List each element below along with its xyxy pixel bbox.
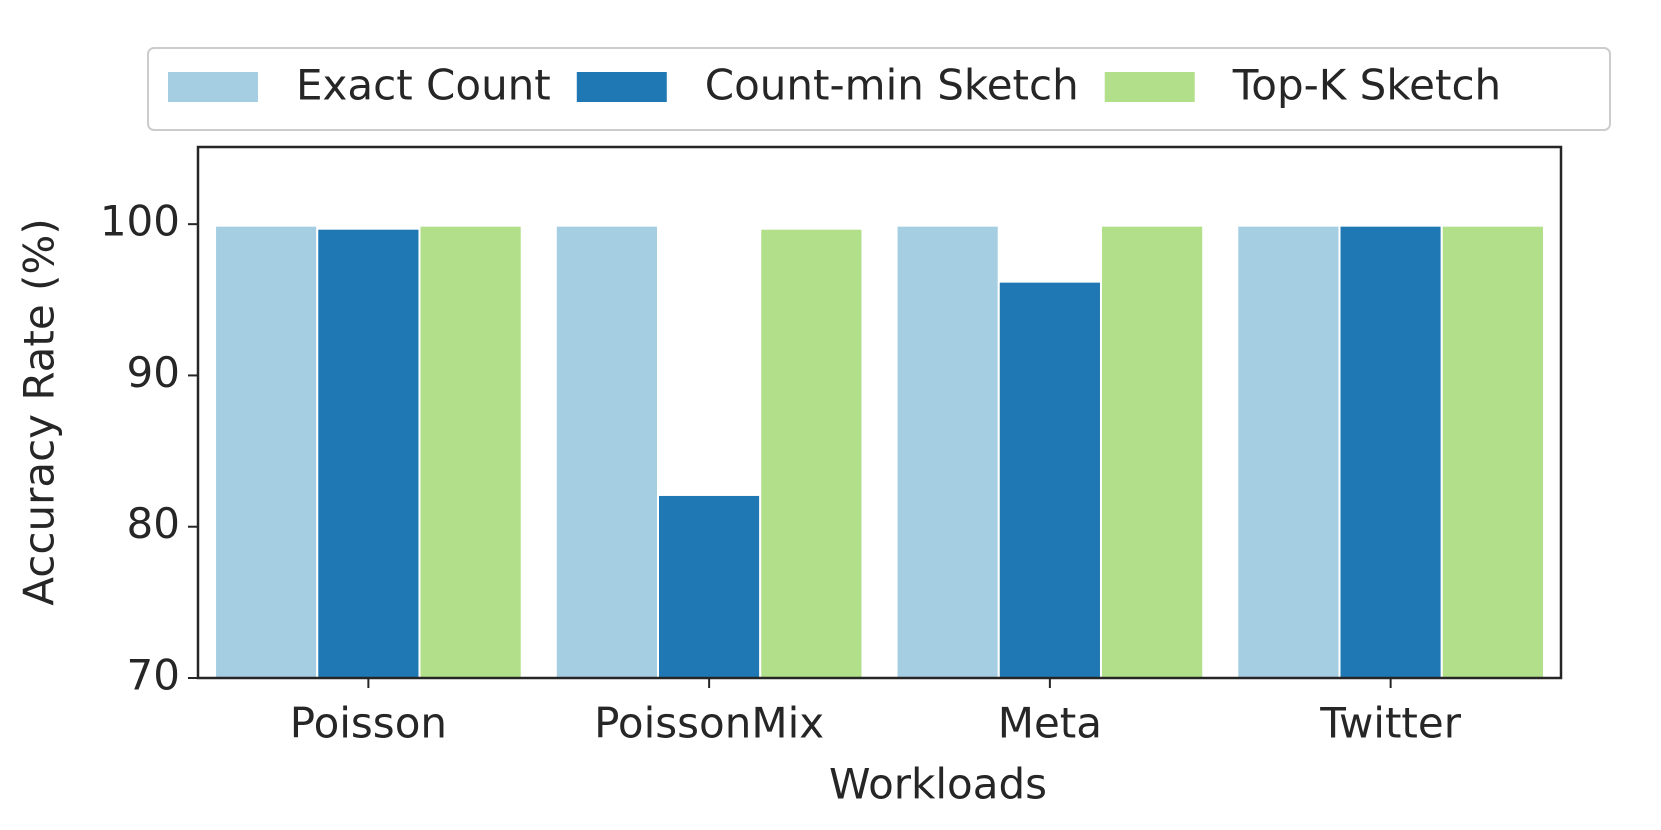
bar [895, 224, 1000, 680]
legend-label: Count-min Sketch [705, 61, 1079, 110]
x-tick-label: PoissonMix [594, 699, 824, 748]
x-tick-label: Twitter [1319, 699, 1461, 748]
bar [554, 224, 660, 680]
bar [1236, 224, 1341, 680]
bar [997, 280, 1102, 679]
bar [657, 493, 762, 680]
legend-swatch [1104, 72, 1195, 102]
legend-swatch [576, 72, 667, 102]
y-tick-label: 80 [127, 499, 180, 548]
x-axis-title: Workloads [829, 760, 1047, 809]
legend-label: Top-K Sketch [1232, 61, 1501, 110]
x-tick-label: Meta [998, 699, 1102, 748]
bar [1099, 224, 1205, 680]
bar [214, 224, 319, 680]
legend-swatch [168, 72, 258, 102]
x-tick-label: Poisson [290, 699, 447, 748]
legend-label: Exact Count [296, 61, 551, 110]
y-tick-label: 70 [127, 651, 180, 700]
bar [418, 224, 523, 680]
bar [316, 227, 421, 679]
y-tick-label: 100 [100, 197, 180, 246]
y-axis-title: Accuracy Rate (%) [15, 218, 64, 605]
bar [1440, 224, 1545, 680]
bar [1338, 224, 1443, 680]
plot-frame [196, 145, 1563, 680]
bar [759, 227, 864, 679]
legend-box [147, 47, 1611, 131]
y-tick-label: 90 [127, 348, 180, 397]
